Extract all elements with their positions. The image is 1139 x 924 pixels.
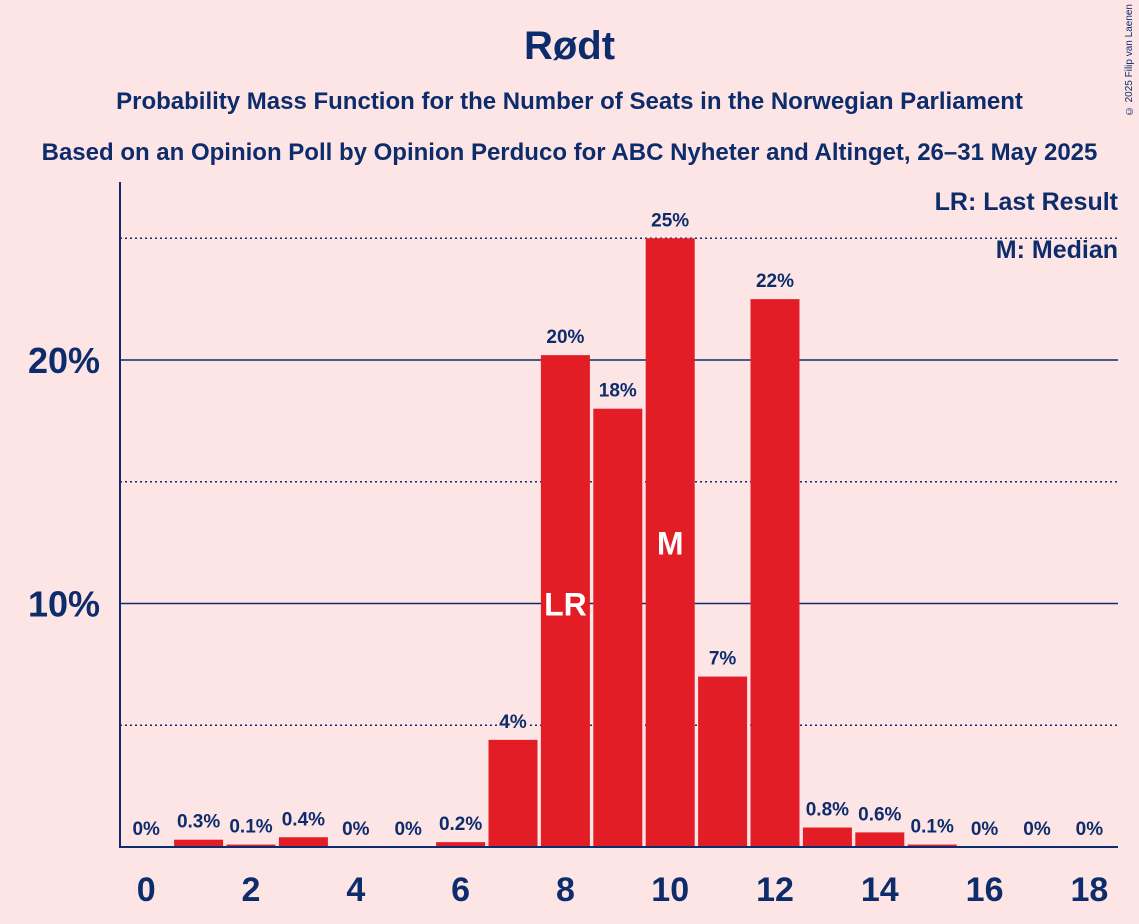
bar [907,844,957,847]
x-tick-label: 0 [137,871,156,909]
bar-value-label-halo: 0% [1076,819,1104,840]
bar-value-label-halo: 0.2% [439,814,482,835]
bar-value-label-halo: 0.3% [177,812,220,833]
x-tick-label: 18 [1070,871,1108,909]
bar-value-label: 4% [499,712,527,733]
bar [645,238,695,847]
chart-title: Rødt [523,24,616,68]
x-tick-label: 14 [861,871,899,909]
x-tick-label: 10 [651,871,689,909]
grid-lines [120,237,1118,726]
y-tick-label: 20% [28,340,100,381]
bar-value-label-halo: 22% [756,271,794,292]
bar-value-label-halo: 0% [1023,819,1051,840]
bar-value-label: 0.6% [858,804,901,825]
bar-value-label-halo: 20% [546,327,584,348]
bar [436,842,486,847]
bar [174,839,224,847]
bar-value-label-halo: 0.6% [858,804,901,825]
y-tick-label: 10% [28,584,100,625]
bar-value-label-halo: 25% [651,210,689,231]
bar-value-label: 25% [651,210,689,231]
bar-series [174,238,957,847]
x-tick-label: 4 [346,871,365,909]
bar-value-label: 20% [546,327,584,348]
median-marker: M [657,526,684,562]
bar-value-label: 0.1% [229,817,272,838]
bar [278,837,328,847]
bar-value-label: 0% [971,819,999,840]
bar-value-label-halo: 0.8% [806,800,849,821]
x-tick-label: 8 [556,871,575,909]
bar-value-label-halo: 0% [342,819,370,840]
bar-value-label: 0% [1023,819,1051,840]
bar-value-label: 0.8% [806,800,849,821]
bar [698,676,748,847]
bar-value-label-halo: 0% [132,819,160,840]
x-tick-label: 16 [966,871,1004,909]
bar [488,739,538,847]
x-tick-label: 2 [242,871,261,909]
bar-value-label: 0.3% [177,812,220,833]
bar-value-label-halo: 0.1% [911,817,954,838]
bar [802,827,852,847]
bar-value-label-halo: 18% [599,381,637,402]
bar-labels: 0%0% 0.3%0.3% 0.1%0.1% 0.4%0.4% 0%0% 0%0% 0.2%… [130,208,1106,843]
chart-subtitle: Probability Mass Function for the Number… [116,88,1023,115]
axes: 10% 20% 0 2 4 6 8 10 12 14 16 18 [28,182,1118,909]
bar-value-label: 22% [756,271,794,292]
bar-value-label-halo: 4% [499,712,527,733]
bar-value-label-halo: 0% [971,819,999,840]
bar [226,844,276,847]
legend-median: M: Median [996,236,1118,264]
bar-value-label: 0.2% [439,814,482,835]
bar [750,299,800,847]
bar-value-label: 18% [599,381,637,402]
bar-value-label: 0% [1076,819,1104,840]
bar [855,832,905,847]
legend-last-result: LR: Last Result [935,188,1119,216]
bar-value-label: 0.4% [282,809,325,830]
bar-value-label-halo: 0% [394,819,422,840]
bar-value-label-halo: 7% [709,649,737,670]
bar [593,408,643,847]
bar-value-label: 0% [342,819,370,840]
x-tick-label: 6 [451,871,470,909]
bar [540,355,590,847]
x-tick-label: 12 [756,871,794,909]
bar-value-label: 0% [394,819,422,840]
bar-value-label: 7% [709,649,737,670]
last-result-marker: LR [544,587,587,623]
bar-value-label-halo: 0.1% [229,817,272,838]
bar-value-label-halo: 0.4% [282,809,325,830]
bar-value-label: 0% [132,819,160,840]
chart-source-line: Based on an Opinion Poll by Opinion Perd… [41,139,1098,166]
bar-value-label: 0.1% [911,817,954,838]
